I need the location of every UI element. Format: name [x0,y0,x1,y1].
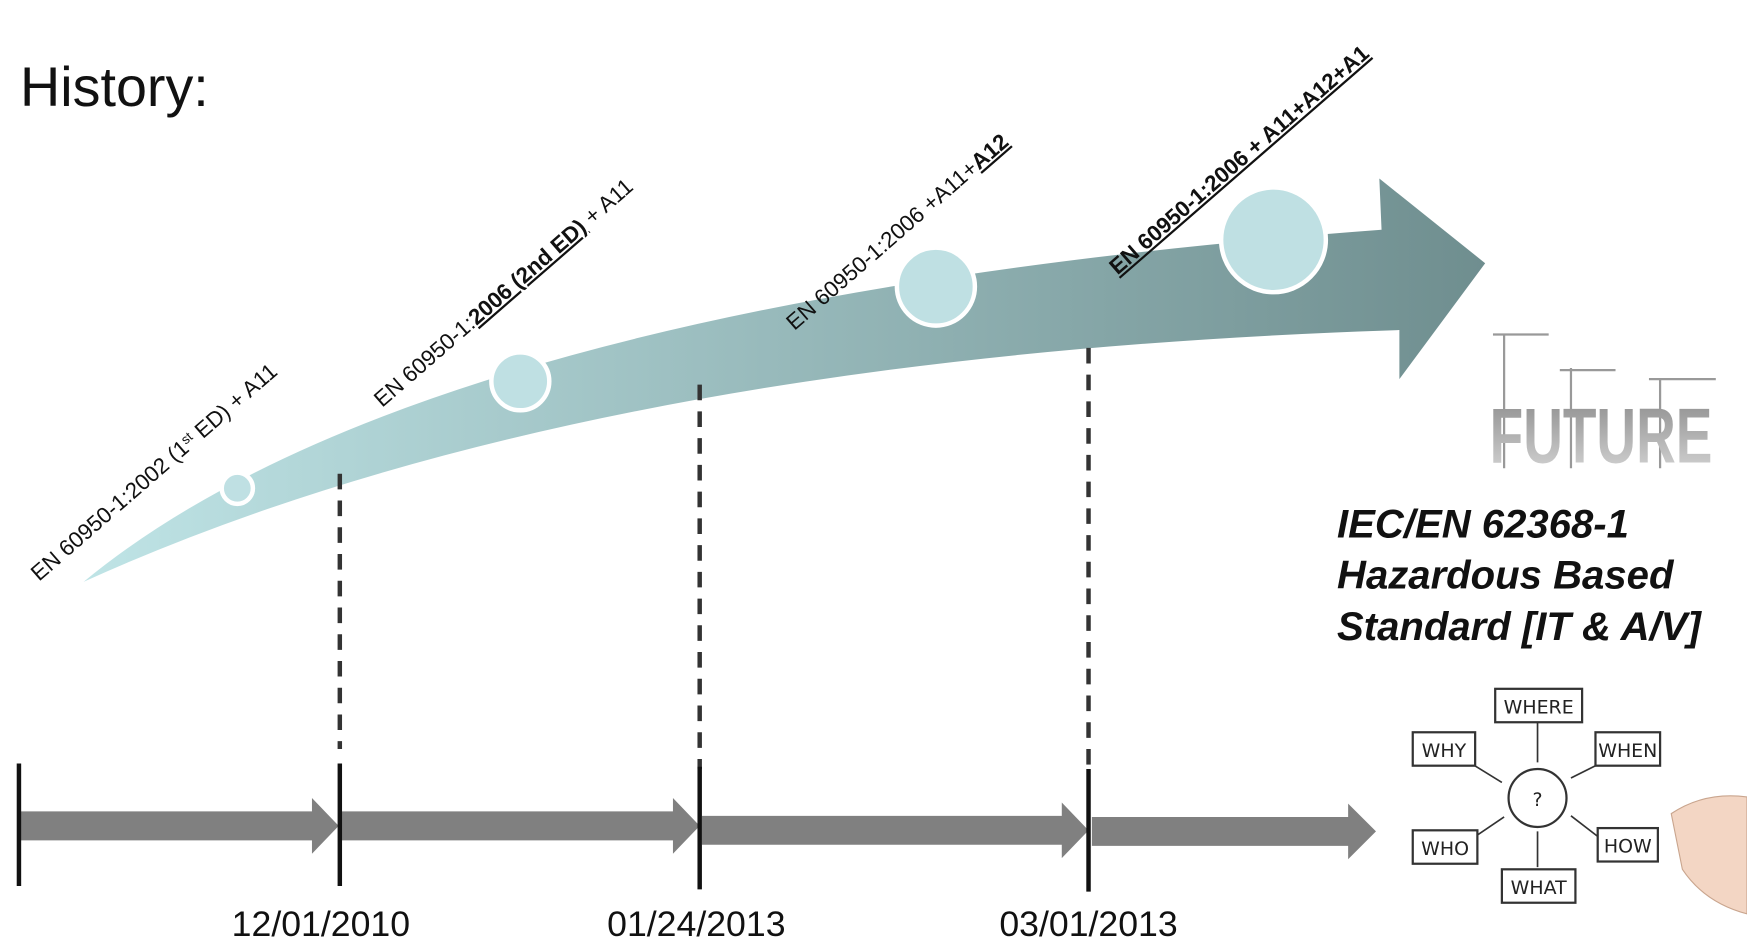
milestone-circles [219,185,1329,507]
future-line: Hazardous Based [1337,554,1675,598]
dashed-lines [337,347,1091,770]
sketch-word: WHERE [1504,696,1574,718]
title: History: [20,56,209,118]
timeline-ticks [16,763,1091,892]
date: 01/24/2013 [607,904,785,942]
future-line: IEC/EN 62368-1 [1337,502,1629,546]
future-image: FUTURE [1490,333,1716,480]
sketch-word: WHAT [1511,877,1567,899]
sketch-center: ? [1533,789,1543,811]
sketch-word: WHO [1421,838,1469,860]
future-line: Standard [IT & A/V] [1337,605,1702,649]
timeline-arrows [18,798,1376,860]
question-sketch: ? WHERE WHY WHEN WHO HOW WHAT [1411,687,1747,915]
label-part: ED) + A11 [185,358,282,447]
future-word: FUTURE [1490,392,1713,480]
hand [1670,795,1747,915]
label-part: 2006 (2nd ED) [463,214,591,329]
label-part: + A11 [575,174,638,234]
curved-arrow [83,178,1486,582]
date: 12/01/2010 [232,904,410,942]
sketch-word: HOW [1604,836,1652,858]
sketch-word: WHY [1422,740,1467,762]
sketch-word: WHEN [1598,740,1657,762]
date: 03/01/2013 [999,904,1177,942]
